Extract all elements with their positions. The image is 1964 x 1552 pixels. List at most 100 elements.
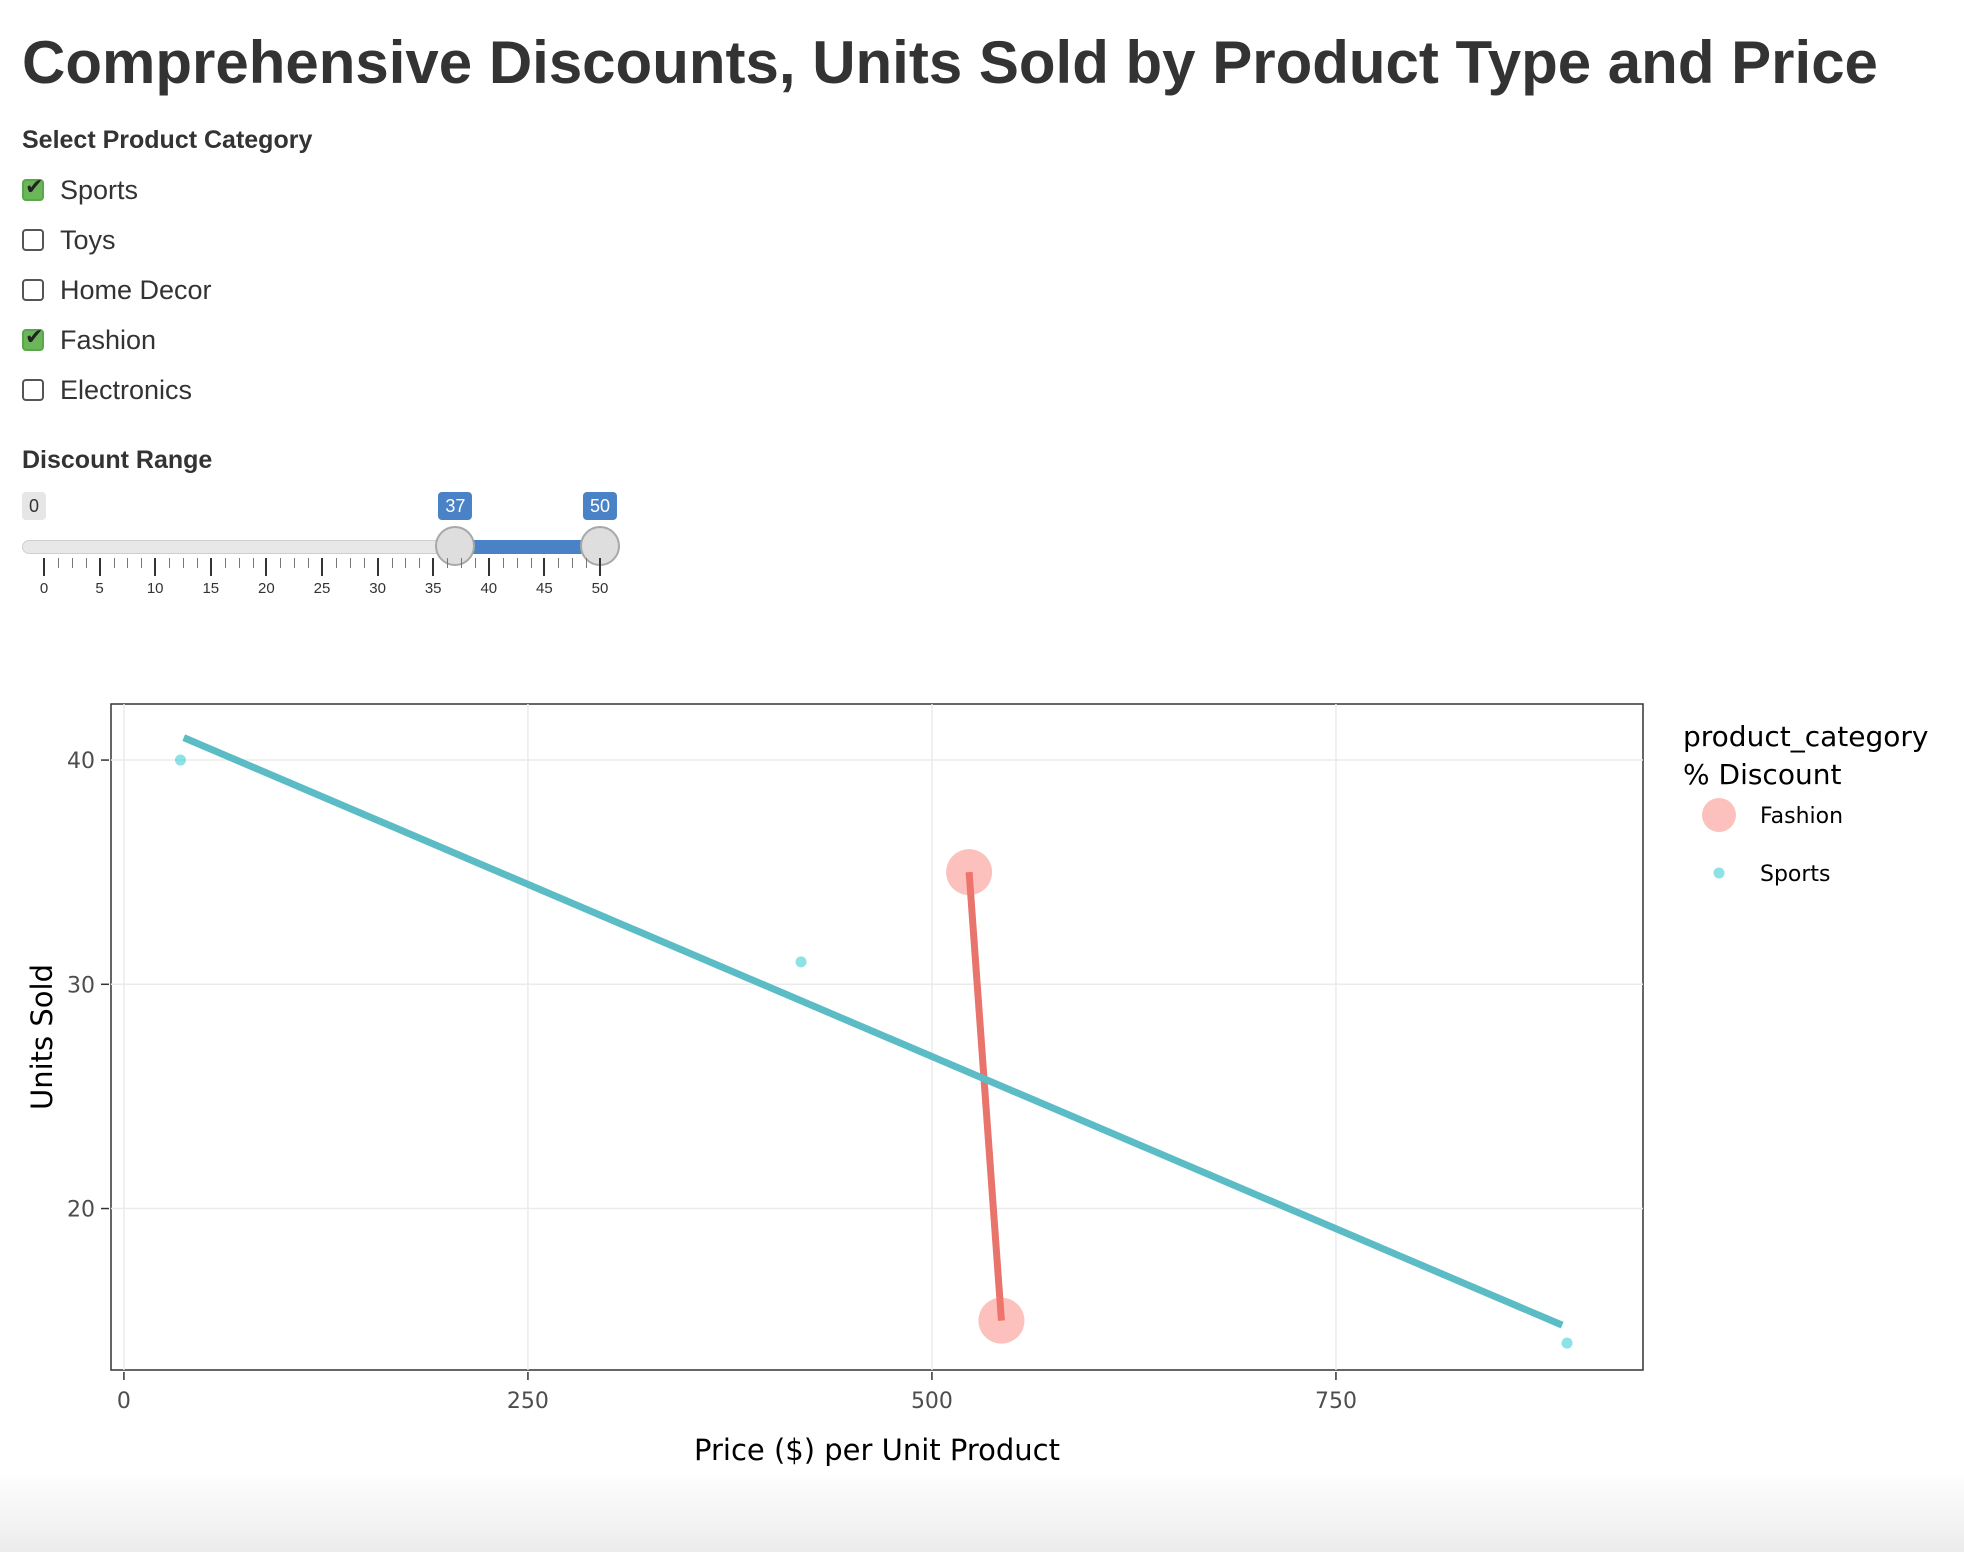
checkbox-label: Home Decor	[60, 274, 212, 305]
slider-tick-label: 25	[313, 580, 331, 597]
slider-minor-tick	[363, 558, 365, 568]
slider-major-tick	[432, 558, 435, 576]
slider-minor-tick	[196, 558, 198, 568]
slider-major-tick	[209, 558, 212, 576]
checkbox-box[interactable]: ✔	[22, 229, 44, 251]
checkbox-label: Electronics	[60, 374, 193, 405]
y-tick-label: 40	[67, 749, 95, 774]
category-filter-label: Select Product Category	[22, 126, 313, 154]
checkbox-label: Toys	[60, 224, 116, 255]
slider-major-tick	[265, 558, 268, 576]
slider-from-badge: 37	[438, 492, 473, 520]
x-tick-label: 250	[507, 1389, 549, 1414]
slider-minor-tick	[558, 558, 560, 568]
category-checkbox-electronics[interactable]: ✔ Electronics	[22, 372, 192, 408]
slider-tick-label: 30	[369, 580, 386, 597]
x-tick-label: 0	[117, 1389, 131, 1414]
slider-major-tick	[543, 558, 546, 576]
slider-minor-tick	[224, 558, 226, 568]
bottom-fade	[0, 1470, 1964, 1552]
slider-minor-tick	[461, 558, 462, 568]
checkbox-label: Fashion	[60, 324, 157, 355]
slider-selected-range	[455, 540, 600, 554]
slider-minor-tick	[127, 558, 129, 568]
slider-minor-tick	[335, 558, 337, 568]
slider-major-tick	[321, 558, 323, 576]
slider-minor-tick	[308, 558, 310, 568]
slider-handle-from[interactable]	[435, 526, 476, 566]
slider-min-badge: 0	[22, 492, 47, 520]
legend-key-sports	[1713, 867, 1725, 879]
slider-major-tick	[487, 558, 490, 576]
slider-tick-label: 20	[258, 580, 275, 597]
slider-minor-tick	[85, 558, 87, 568]
slider-minor-tick	[419, 558, 421, 568]
slider-minor-tick	[474, 558, 476, 568]
slider-minor-tick	[349, 558, 351, 568]
scatter-chart: 0 250 500 750 20 30 40 Price ($) per Unit Prod…	[25, 703, 1928, 1467]
slider-major-tick	[376, 558, 379, 576]
slider-minor-tick	[238, 558, 240, 568]
legend-label-sports: Sports	[1760, 862, 1831, 887]
slider-major-tick	[43, 558, 45, 576]
slider-minor-tick	[141, 558, 143, 568]
slider-major-tick	[599, 558, 601, 576]
y-tick-label: 20	[67, 1198, 95, 1223]
axes: 0 250 500 750 20 30 40	[67, 749, 1357, 1414]
legend-title: product_category	[1683, 720, 1928, 753]
category-checkbox-fashion[interactable]: ✔ Fashion	[22, 322, 156, 358]
slider-minor-tick	[447, 558, 449, 568]
slider-minor-tick	[71, 558, 73, 568]
legend-subtitle: % Discount	[1683, 758, 1841, 791]
slider-minor-tick	[516, 558, 518, 568]
discount-range-slider[interactable]: 0 37 50 0 5 10 15 20 25 30 35 40 45 50	[22, 488, 632, 608]
slider-minor-tick	[113, 558, 115, 568]
discount-range-label: Discount Range	[22, 446, 213, 474]
legend: product_category % Discount Fashion Spor…	[1683, 720, 1928, 887]
data-point-sports	[795, 956, 807, 968]
slider-minor-tick	[405, 558, 407, 568]
slider-tick-label: 35	[424, 580, 442, 597]
checkbox-box[interactable]: ✔	[22, 279, 44, 301]
slider-minor-tick	[252, 558, 254, 568]
x-tick-label: 750	[1315, 1389, 1357, 1414]
category-checkbox-sports[interactable]: ✔ Sports	[22, 172, 138, 208]
checkbox-box[interactable]: ✔	[22, 175, 44, 201]
slider-tick-label: 50	[591, 580, 609, 597]
page-title: Comprehensive Discounts, Units Sold by P…	[22, 29, 1878, 96]
checkmark-icon: ✔	[25, 325, 44, 350]
checkbox-box[interactable]: ✔	[22, 325, 44, 351]
slider-to-badge: 50	[582, 492, 618, 520]
data-point-fashion	[978, 1297, 1025, 1344]
data-points	[174, 754, 1573, 1349]
slider-minor-tick	[586, 558, 588, 568]
slider-tick-label: 45	[536, 580, 553, 597]
category-checkbox-home-decor[interactable]: ✔ Home Decor	[22, 272, 212, 308]
slider-tick-label: 5	[95, 580, 104, 597]
trend-lines	[182, 734, 1564, 1329]
y-tick-label: 30	[67, 973, 95, 998]
checkbox-box[interactable]: ✔	[22, 379, 44, 401]
slider-minor-tick	[280, 558, 282, 568]
slider-minor-tick	[294, 558, 296, 568]
slider-minor-tick	[57, 558, 59, 568]
y-axis-title: Units Sold	[25, 964, 59, 1110]
legend-key-fashion	[1702, 798, 1736, 832]
trend-line-sports	[182, 734, 1564, 1329]
slider-minor-tick	[502, 558, 504, 568]
gridlines	[111, 704, 1643, 1370]
slider-minor-tick	[530, 558, 532, 568]
checkmark-icon: ✔	[25, 175, 44, 200]
x-axis-title: Price ($) per Unit Product	[694, 1433, 1060, 1467]
data-point-sports	[174, 754, 186, 766]
slider-minor-tick	[169, 558, 171, 568]
data-point-sports	[1561, 1337, 1573, 1349]
legend-label-fashion: Fashion	[1760, 804, 1843, 829]
slider-tick-label: 10	[146, 580, 164, 597]
slider-tick-label: 15	[202, 580, 220, 597]
slider-major-tick	[154, 558, 157, 576]
slider-tick-label: 0	[39, 580, 49, 597]
category-checkbox-toys[interactable]: ✔ Toys	[22, 222, 116, 258]
slider-major-tick	[98, 558, 101, 576]
slider-minor-tick	[183, 558, 184, 568]
